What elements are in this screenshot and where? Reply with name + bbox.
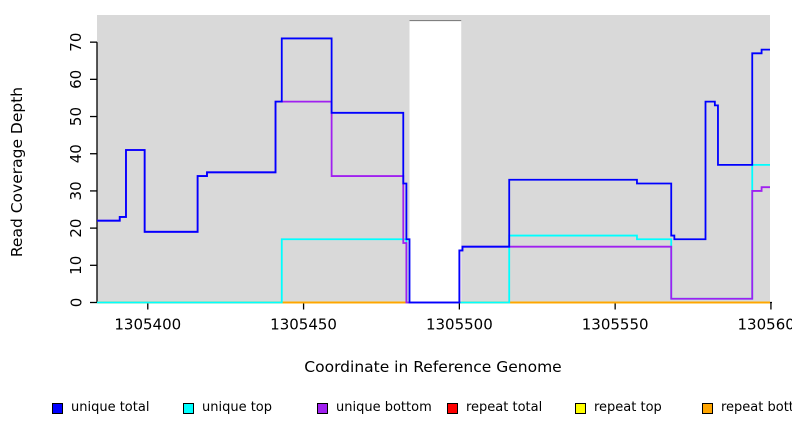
y-tick-label: 60: [67, 70, 85, 89]
y-tick-label: 50: [67, 107, 85, 126]
chart-canvas: 0 10 20 30 40 50 60 70 1305400 1305450 1305500 1305…: [8, 15, 792, 376]
y-tick-label: 20: [67, 219, 85, 238]
legend-item-repeat-bottom: repeat bottom: [702, 399, 792, 417]
legend-swatch-repeat-bottom: [702, 402, 713, 414]
x-tick-label: 1305500: [426, 316, 493, 334]
legend-label: unique bottom: [336, 400, 432, 415]
x-axis-title: Coordinate in Reference Genome: [304, 358, 561, 376]
legend-item-unique-bottom: unique bottom: [317, 399, 432, 417]
y-tick-label: 40: [67, 144, 85, 163]
series-line-unique-total: [97, 37, 770, 304]
y-tick-label: 10: [67, 256, 85, 275]
legend-label: repeat total: [466, 400, 543, 415]
legend: unique total unique top unique bottom repea…: [0, 399, 792, 423]
legend-label: unique total: [71, 400, 150, 415]
x-tick-label: 1305450: [270, 316, 337, 334]
y-tick-label: 30: [67, 181, 85, 200]
legend-label: unique top: [202, 400, 273, 415]
legend-label: repeat bottom: [721, 400, 792, 415]
legend-swatch-repeat-total: [447, 402, 458, 414]
legend-swatch-unique-bottom: [317, 402, 328, 414]
y-tick-label: 70: [67, 33, 85, 52]
masked-gap-band: [409, 20, 462, 303]
coverage-step-plot: 0 10 20 30 40 50 60 70 1305400 1305450 1305500 1305…: [8, 15, 792, 376]
y-axis-title: Read Coverage Depth: [8, 87, 26, 257]
legend-item-unique-total: unique total: [52, 399, 149, 417]
legend-item-repeat-top: repeat top: [575, 399, 662, 417]
legend-swatch-unique-total: [52, 402, 63, 414]
x-tick-label: 1305550: [582, 316, 649, 334]
legend-item-unique-top: unique top: [183, 399, 272, 417]
legend-item-repeat-total: repeat total: [447, 399, 542, 417]
legend-label: repeat top: [594, 400, 662, 415]
y-tick-label: 0: [67, 298, 85, 308]
x-tick-label: 1305400: [114, 316, 181, 334]
legend-swatch-repeat-top: [575, 402, 586, 414]
legend-swatch-unique-top: [183, 402, 194, 414]
x-tick-label: 1305600: [738, 316, 792, 334]
